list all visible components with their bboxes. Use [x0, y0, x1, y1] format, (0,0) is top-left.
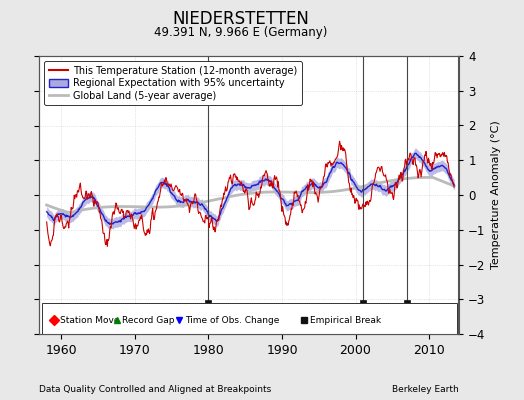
Text: Station Move: Station Move: [60, 316, 119, 324]
Text: 49.391 N, 9.966 E (Germany): 49.391 N, 9.966 E (Germany): [155, 26, 328, 39]
Text: Record Gap: Record Gap: [123, 316, 175, 324]
Text: Berkeley Earth: Berkeley Earth: [392, 385, 458, 394]
Legend: This Temperature Station (12-month average), Regional Expectation with 95% uncer: This Temperature Station (12-month avera…: [44, 61, 302, 106]
Text: Data Quality Controlled and Aligned at Breakpoints: Data Quality Controlled and Aligned at B…: [39, 385, 271, 394]
Y-axis label: Temperature Anomaly (°C): Temperature Anomaly (°C): [491, 121, 501, 269]
Bar: [41, 303, 457, 334]
Text: Empirical Break: Empirical Break: [310, 316, 381, 324]
Text: NIEDERSTETTEN: NIEDERSTETTEN: [172, 10, 310, 28]
Text: Time of Obs. Change: Time of Obs. Change: [185, 316, 279, 324]
